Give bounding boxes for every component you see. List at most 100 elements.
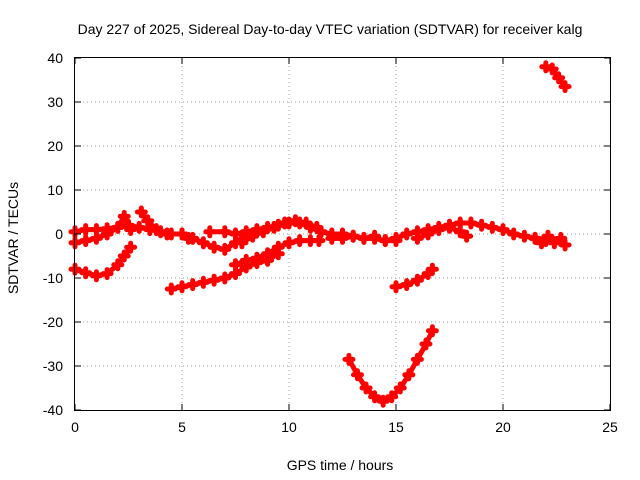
data-point [410,273,424,287]
chart-title: Day 227 of 2025, Sidereal Day-to-day VTE… [78,21,583,37]
y-axis-label: SDTVAR / TECUs [5,182,21,294]
data-point [246,229,260,243]
data-point [100,227,114,241]
data-point [385,390,399,404]
data-point [558,80,572,94]
y-tick-label: 0 [55,226,63,242]
data-point [261,247,275,261]
data-point [250,251,264,265]
data-point [400,278,414,292]
y-tick-label: 40 [47,50,63,66]
data-point [368,229,382,243]
data-point [359,381,373,395]
data-point [229,258,242,272]
data-point [393,381,407,395]
data-point [282,236,296,250]
data-point [196,236,210,250]
data-point [342,352,356,366]
data-point [111,220,125,234]
data-point [507,227,521,241]
data-point [541,229,555,243]
data-point [271,240,285,254]
data-point [89,231,103,245]
data-point [376,394,390,408]
data-point [312,234,326,248]
data-point [535,236,549,250]
data-point [132,220,146,234]
data-point [267,220,281,234]
data-point [299,216,313,230]
series-arc-14 [389,262,439,294]
x-tick-label: 5 [178,419,186,435]
data-point [325,231,339,245]
data-point [368,390,382,404]
data-point [239,253,253,267]
data-point [475,218,489,232]
x-tick-label: 10 [281,419,297,435]
data-point [552,71,566,85]
data-point [389,231,403,245]
data-point [400,227,414,241]
data-point [464,216,478,230]
x-tick-label: 20 [495,419,511,435]
data-point [229,227,242,241]
data-point [432,223,446,237]
x-axis-label: GPS time / hours [287,457,394,473]
data-point [558,238,572,252]
data-point [149,223,163,237]
data-point [545,62,559,76]
data-point [336,231,349,245]
y-tick-label: 30 [47,94,63,110]
x-tick-labels: 0 5 10 15 20 25 [71,419,618,435]
data-point [517,229,531,243]
x-tick-label: 15 [388,419,404,435]
data-point [160,227,174,241]
data-point [186,231,200,245]
y-tick-label: -10 [43,270,63,286]
data-point [218,242,232,256]
data-point [235,236,249,250]
data-point [218,271,232,285]
data-point [164,282,178,296]
data-point [460,229,474,243]
series-trace [138,209,170,237]
data-point [425,262,439,276]
data-point [117,209,131,223]
data-point [124,223,138,237]
data-point [310,220,324,234]
data-point [453,225,467,239]
series-arc-15 [342,324,439,408]
data-point [410,231,424,245]
data-point [421,227,435,241]
y-tick-label: 20 [47,138,63,154]
data-point [547,236,561,250]
data-point [186,278,200,292]
data-point [89,269,103,283]
x-tick-label: 0 [71,419,79,435]
y-tick-label: -30 [43,358,63,374]
data-point [554,231,568,245]
series-arc-9 [235,214,324,250]
y-tick-label: -40 [43,402,63,418]
data-point [485,220,499,234]
data-point [79,266,93,280]
data-series [68,60,572,408]
series-arc-12 [410,220,474,245]
data-point [443,220,456,234]
data-point [293,234,307,248]
data-point [100,267,114,281]
data-point [218,225,232,239]
data-point [79,223,93,237]
data-point [402,368,416,382]
series-arc-6 [229,234,326,272]
series-arc-10 [325,229,382,245]
data-point [79,234,93,248]
series-arc-13 [528,229,572,252]
data-point [175,280,189,294]
data-point [175,227,189,241]
data-point [124,240,138,254]
series-arc-16 [539,60,572,94]
series-arc-3 [134,205,174,241]
data-point [357,231,371,245]
